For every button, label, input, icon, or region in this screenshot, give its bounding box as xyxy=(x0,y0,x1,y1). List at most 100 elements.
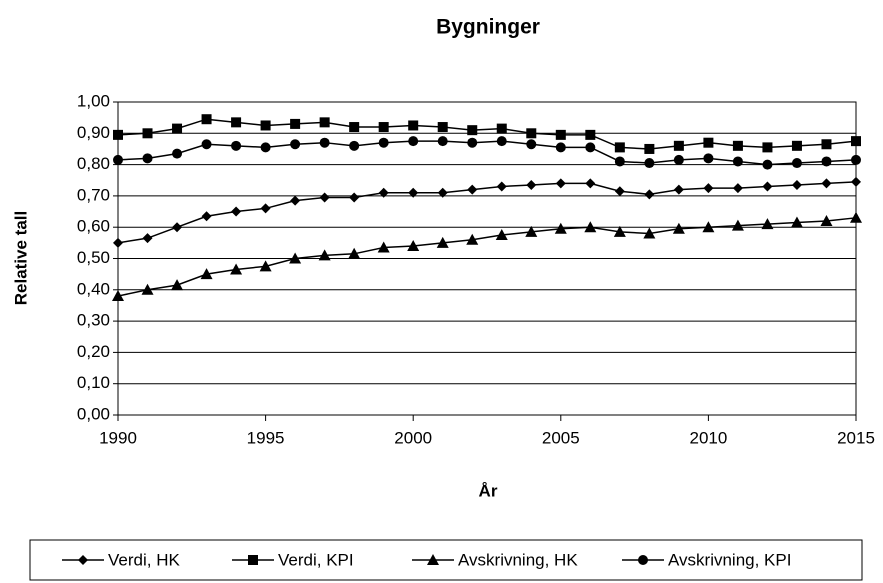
marker xyxy=(319,192,330,203)
marker xyxy=(259,260,272,272)
marker xyxy=(260,120,271,131)
marker xyxy=(467,125,478,136)
marker xyxy=(851,176,861,187)
marker xyxy=(172,222,183,233)
marker xyxy=(525,225,538,237)
marker xyxy=(378,122,389,133)
marker xyxy=(585,142,596,153)
marker xyxy=(791,140,802,151)
marker xyxy=(644,189,655,200)
marker xyxy=(762,181,773,192)
marker xyxy=(850,211,862,223)
marker xyxy=(408,136,419,147)
marker xyxy=(526,139,537,150)
marker xyxy=(584,221,597,233)
marker xyxy=(613,225,626,237)
y-tick-label: 0,60 xyxy=(77,217,110,236)
marker xyxy=(231,140,242,151)
marker xyxy=(673,184,684,195)
x-tick-label: 1990 xyxy=(99,428,137,447)
marker xyxy=(113,129,123,140)
marker xyxy=(644,143,655,154)
marker xyxy=(319,137,330,148)
marker xyxy=(526,128,537,139)
marker xyxy=(555,129,566,140)
marker xyxy=(762,159,773,170)
plot-area xyxy=(117,101,857,416)
marker xyxy=(289,252,302,264)
marker xyxy=(821,178,832,189)
x-tick-label: 2015 xyxy=(837,428,875,447)
marker xyxy=(260,203,271,214)
marker xyxy=(851,154,861,165)
x-tick-label: 2010 xyxy=(689,428,727,447)
marker xyxy=(555,178,566,189)
marker xyxy=(290,139,301,150)
marker xyxy=(318,249,331,261)
marker xyxy=(495,229,508,241)
marker xyxy=(378,187,389,198)
marker xyxy=(172,148,183,159)
marker xyxy=(703,137,714,148)
marker xyxy=(437,187,448,198)
marker xyxy=(732,156,743,167)
marker xyxy=(349,122,360,133)
marker xyxy=(113,154,123,165)
marker xyxy=(762,142,773,153)
y-tick-label: 0,80 xyxy=(77,154,110,173)
marker xyxy=(585,129,596,140)
marker xyxy=(585,178,596,189)
marker xyxy=(820,214,833,226)
marker xyxy=(142,128,153,139)
marker xyxy=(349,192,360,203)
marker xyxy=(614,156,625,167)
y-axis-title: Relative tall xyxy=(11,211,30,306)
marker xyxy=(496,181,507,192)
chart-title: Bygninger xyxy=(436,16,540,39)
marker xyxy=(377,241,390,253)
marker xyxy=(790,216,803,228)
marker xyxy=(200,268,213,280)
x-tick-label: 1995 xyxy=(247,428,285,447)
legend-marker xyxy=(248,555,258,565)
marker xyxy=(702,221,715,233)
y-tick-label: 0,50 xyxy=(77,248,110,267)
marker xyxy=(791,179,802,190)
legend-marker xyxy=(638,555,648,565)
marker xyxy=(821,156,832,167)
marker xyxy=(201,139,212,150)
series-line xyxy=(117,217,857,297)
marker xyxy=(555,142,566,153)
marker xyxy=(791,158,802,169)
marker xyxy=(201,211,212,222)
marker xyxy=(467,137,478,148)
marker xyxy=(703,183,714,194)
marker xyxy=(142,153,153,164)
marker xyxy=(290,118,301,129)
marker xyxy=(436,236,449,248)
legend-label: Verdi, KPI xyxy=(278,550,354,569)
x-tick-label: 2005 xyxy=(542,428,580,447)
legend-label: Verdi, HK xyxy=(108,550,180,569)
marker xyxy=(732,183,743,194)
y-tick-label: 0,40 xyxy=(77,279,110,298)
marker xyxy=(496,136,507,147)
marker xyxy=(643,227,656,239)
marker xyxy=(526,179,537,190)
marker xyxy=(142,233,153,244)
y-tick-label: 0,70 xyxy=(77,185,110,204)
marker xyxy=(112,290,124,302)
legend-marker xyxy=(427,554,439,565)
legend-box xyxy=(29,539,863,581)
legend-label: Avskrivning, HK xyxy=(458,550,578,569)
x-tick-label: 2000 xyxy=(394,428,432,447)
marker xyxy=(437,122,448,133)
marker xyxy=(290,195,301,206)
marker xyxy=(851,136,861,147)
marker xyxy=(437,136,448,147)
legend-marker xyxy=(78,555,88,565)
marker xyxy=(467,184,478,195)
y-tick-label: 0,30 xyxy=(77,311,110,330)
marker xyxy=(408,120,419,131)
